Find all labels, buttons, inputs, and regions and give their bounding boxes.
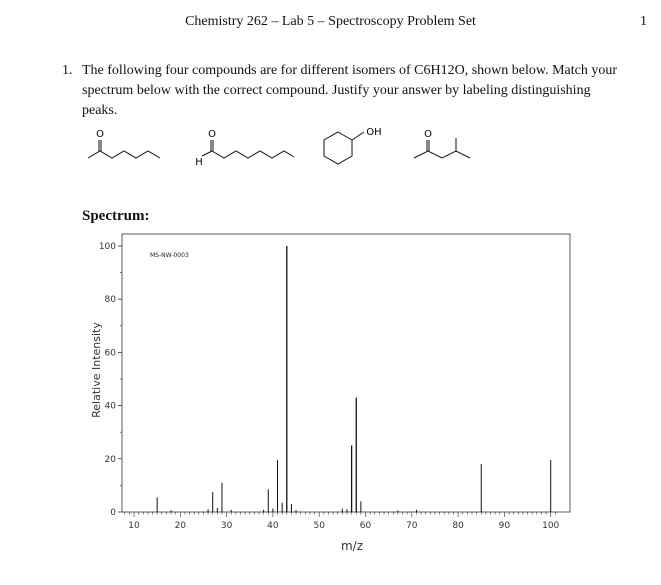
x-tick-label: 70 bbox=[406, 521, 418, 531]
structure-cyclohexanol: OH bbox=[323, 127, 382, 165]
y-axis-label: Relative Intensity bbox=[90, 322, 103, 418]
structure-2-hexanone: O bbox=[87, 129, 161, 159]
y-tick-label: 20 bbox=[105, 455, 117, 465]
structure-hexanal: O H bbox=[195, 129, 295, 168]
oxygen-label: O bbox=[424, 129, 432, 140]
x-tick-label: 20 bbox=[175, 521, 187, 531]
x-axis-label: m/z bbox=[341, 539, 363, 553]
x-tick-label: 80 bbox=[452, 521, 464, 531]
x-tick-label: 10 bbox=[128, 521, 140, 531]
question-number: 1. bbox=[62, 63, 73, 78]
y-tick-label: 40 bbox=[105, 402, 117, 412]
y-tick-label: 60 bbox=[105, 348, 117, 358]
y-tick-label: 80 bbox=[105, 295, 117, 305]
x-tick-label: 30 bbox=[221, 521, 233, 531]
x-tick-label: 40 bbox=[267, 521, 279, 531]
spectrum-label: Spectrum: bbox=[82, 208, 150, 224]
question-text: The following four compounds are for dif… bbox=[82, 63, 618, 118]
oxygen-label: O bbox=[96, 129, 104, 140]
x-tick-label: 50 bbox=[313, 521, 325, 531]
oxygen-label: O bbox=[208, 129, 216, 140]
hydroxyl-label: OH bbox=[366, 127, 381, 138]
structure-4-methyl-2-pentanone: O bbox=[413, 129, 471, 159]
x-tick-label: 60 bbox=[360, 521, 372, 531]
document-title: Chemistry 262 – Lab 5 – Spectroscopy Pro… bbox=[185, 14, 476, 29]
hydrogen-label: H bbox=[195, 157, 203, 168]
x-tick-label: 100 bbox=[542, 521, 559, 531]
x-tick-label: 90 bbox=[499, 521, 511, 531]
plot-frame bbox=[121, 233, 571, 513]
spectrum-id-annotation: MS-NW-0003 bbox=[150, 252, 189, 259]
y-tick-label: 100 bbox=[99, 242, 116, 252]
y-tick-label: 0 bbox=[110, 508, 116, 518]
page-number: 1 bbox=[640, 14, 647, 29]
mass-spectrum-chart: 0 20 40 60 80 100 10 20 30 40 50 60 70 80 90 100 MS-NW… bbox=[90, 233, 571, 553]
